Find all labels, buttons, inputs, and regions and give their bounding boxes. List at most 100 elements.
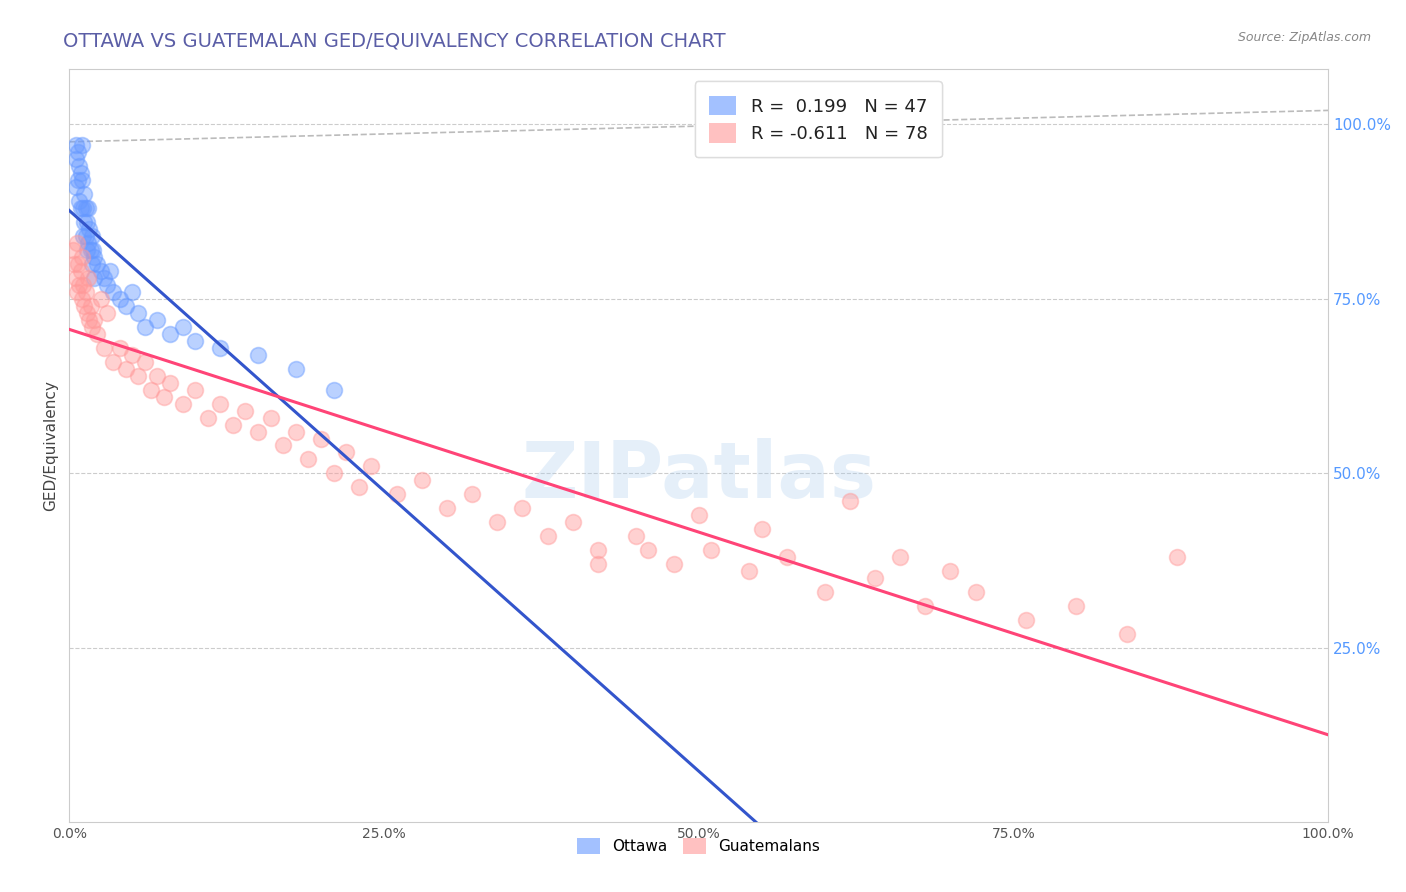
Point [82, 243, 104, 257]
Point [66, 285, 89, 299]
Point [83, 313, 105, 327]
Point [838, 494, 860, 508]
Point [67, 194, 90, 209]
Point [66, 235, 89, 250]
Point [139, 383, 162, 397]
Point [347, 480, 370, 494]
Point [284, 361, 307, 376]
Point [73, 215, 96, 229]
Point [93, 271, 115, 285]
Point [121, 285, 143, 299]
Point [624, 529, 647, 543]
Point [1015, 613, 1038, 627]
Point [436, 501, 458, 516]
Point [889, 550, 911, 565]
Point [152, 390, 174, 404]
Point [197, 410, 219, 425]
Point [159, 326, 181, 341]
Point [65, 180, 87, 194]
Point [411, 474, 433, 488]
Point [96, 306, 118, 320]
Point [385, 487, 408, 501]
Point [93, 341, 115, 355]
Legend: R =  0.199   N = 47, R = -0.611   N = 78: R = 0.199 N = 47, R = -0.611 N = 78 [695, 81, 942, 157]
Point [284, 425, 307, 439]
Point [98, 264, 121, 278]
Point [72, 277, 94, 292]
Point [77, 201, 100, 215]
Point [360, 459, 382, 474]
Point [751, 522, 773, 536]
Point [63, 257, 86, 271]
Point [172, 319, 194, 334]
Point [79, 313, 101, 327]
Point [813, 585, 835, 599]
Point [637, 543, 659, 558]
Point [965, 585, 987, 599]
Point [209, 396, 232, 410]
Point [209, 341, 232, 355]
Point [73, 299, 96, 313]
Point [561, 516, 583, 530]
Point [70, 138, 93, 153]
Point [512, 501, 534, 516]
Point [914, 599, 936, 613]
Point [184, 383, 207, 397]
Point [76, 243, 98, 257]
Point [83, 271, 105, 285]
Point [75, 229, 97, 244]
Point [235, 403, 257, 417]
Point [103, 355, 125, 369]
Point [75, 201, 97, 215]
Point [127, 306, 149, 320]
Text: OTTAWA VS GUATEMALAN GED/EQUIVALENCY CORRELATION CHART: OTTAWA VS GUATEMALAN GED/EQUIVALENCY COR… [63, 31, 725, 50]
Point [309, 432, 332, 446]
Point [69, 264, 91, 278]
Y-axis label: GED/Equivalency: GED/Equivalency [44, 380, 58, 511]
Point [115, 361, 138, 376]
Point [247, 348, 270, 362]
Point [70, 292, 93, 306]
Point [69, 166, 91, 180]
Point [1115, 627, 1137, 641]
Point [222, 417, 245, 432]
Point [688, 508, 710, 523]
Point [79, 299, 101, 313]
Point [80, 229, 103, 244]
Point [75, 285, 97, 299]
Point [108, 341, 131, 355]
Point [76, 306, 98, 320]
Point [90, 264, 112, 278]
Point [322, 467, 344, 481]
Point [172, 396, 194, 410]
Point [486, 516, 509, 530]
Point [738, 564, 761, 578]
Point [77, 235, 100, 250]
Point [134, 355, 156, 369]
Point [121, 348, 143, 362]
Point [65, 271, 87, 285]
Point [127, 368, 149, 383]
Point [247, 425, 270, 439]
Point [108, 292, 131, 306]
Point [146, 313, 169, 327]
Point [80, 319, 103, 334]
Point [863, 571, 886, 585]
Point [67, 173, 90, 187]
Point [67, 277, 90, 292]
Point [90, 292, 112, 306]
Text: ZIPatlas: ZIPatlas [522, 438, 876, 514]
Point [1066, 599, 1088, 613]
Point [69, 201, 91, 215]
Point [335, 445, 357, 459]
Point [134, 319, 156, 334]
Point [65, 153, 87, 167]
Point [72, 201, 94, 215]
Point [67, 257, 90, 271]
Point [939, 564, 962, 578]
Point [700, 543, 723, 558]
Point [86, 326, 108, 341]
Point [79, 243, 101, 257]
Point [65, 138, 87, 153]
Point [67, 159, 90, 173]
